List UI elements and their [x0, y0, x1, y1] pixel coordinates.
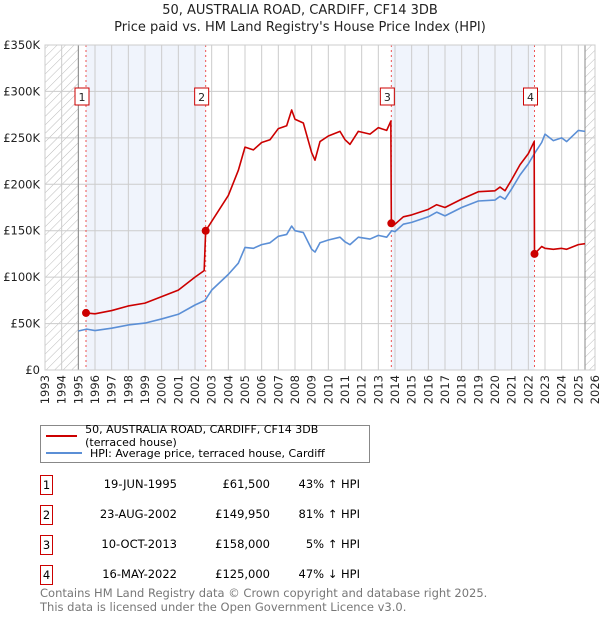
- sale-label-box: [379, 87, 395, 106]
- sale-label-box: [74, 87, 90, 106]
- y-tick-label: £200K: [3, 177, 40, 191]
- x-tick-label: 2021: [505, 375, 519, 404]
- transaction-number-badge: 2: [40, 505, 53, 525]
- x-tick-label: 2024: [555, 375, 569, 404]
- x-tick-label: 2000: [155, 375, 169, 404]
- y-tick-label: £50K: [11, 317, 41, 331]
- transaction-price: £149,950: [215, 507, 270, 521]
- x-tick-label: 2004: [221, 375, 235, 404]
- x-tick-label: 2017: [438, 375, 452, 404]
- x-tick-label: 2010: [321, 375, 335, 404]
- sale-label: 4: [527, 91, 534, 104]
- x-tick-label: 2001: [171, 375, 185, 404]
- transaction-hpi-diff: 47% ↓ HPI: [298, 567, 360, 581]
- x-tick-label: 2014: [388, 375, 402, 404]
- hpi-line: [78, 129, 586, 332]
- legend-swatch-hpi: [46, 452, 82, 454]
- x-tick-label: 1999: [138, 375, 152, 404]
- transaction-date: 23-AUG-2002: [99, 507, 177, 521]
- transaction-date: 10-OCT-2013: [101, 537, 177, 551]
- transaction-number-badge: 4: [40, 565, 53, 585]
- sale-label: 2: [198, 91, 205, 104]
- transaction-row: 4 16-MAY-2022 £125,000 47% ↓ HPI: [40, 565, 440, 585]
- footer-line-1: Contains HM Land Registry data © Crown c…: [40, 586, 488, 600]
- x-tick-label: 1996: [88, 375, 102, 404]
- y-tick-label: £150K: [3, 224, 40, 238]
- y-tick-label: £300K: [3, 84, 40, 98]
- x-tick-label: 2019: [471, 375, 485, 404]
- plot-frame: [44, 44, 596, 371]
- legend-item-hpi: HPI: Average price, terraced house, Card…: [46, 446, 325, 460]
- legend: 50, AUSTRALIA ROAD, CARDIFF, CF14 3DB (t…: [40, 423, 370, 463]
- x-tick-label: 2013: [371, 375, 385, 404]
- x-tick-label: 2011: [338, 375, 352, 404]
- legend-label-property: 50, AUSTRALIA ROAD, CARDIFF, CF14 3DB (t…: [85, 423, 319, 449]
- x-tick-label: 2018: [455, 375, 469, 404]
- x-tick-label: 2020: [488, 375, 502, 404]
- x-tick-label: 2009: [305, 375, 319, 404]
- transaction-hpi-diff: 43% ↑ HPI: [298, 477, 360, 491]
- sale-label: 3: [384, 91, 391, 104]
- chart-subtitle: Price paid vs. HM Land Registry's House …: [114, 20, 486, 35]
- x-tick-label: 2005: [238, 375, 252, 404]
- x-tick-label: 2025: [571, 375, 585, 404]
- y-tick-label: £0: [25, 363, 40, 377]
- legend-item-property: 50, AUSTRALIA ROAD, CARDIFF, CF14 3DB (t…: [46, 423, 369, 449]
- legend-swatch-property: [46, 435, 78, 437]
- x-tick-label: 2002: [188, 375, 202, 404]
- price-chart: 1993 1994 1995 1996 1997 1998 1999 2000 2001 2002…: [3, 38, 600, 404]
- transaction-price: £158,000: [215, 537, 270, 551]
- sale-point: [530, 249, 539, 258]
- x-tick-label: 2008: [288, 375, 302, 404]
- x-tick-label: 2015: [405, 375, 419, 404]
- transaction-number-badge: 1: [40, 475, 53, 495]
- sale-label-box: [523, 87, 538, 106]
- x-tick-label: 2026: [588, 375, 600, 404]
- x-tick-label: 2022: [521, 375, 535, 404]
- x-tick-label: 1995: [71, 375, 85, 404]
- transaction-row: 1 19-JUN-1995 £61,500 43% ↑ HPI: [40, 475, 440, 495]
- x-tick-label: 2006: [255, 375, 269, 404]
- legend-label-hpi: HPI: Average price, terraced house, Card…: [90, 446, 325, 460]
- y-tick-label: £250K: [3, 131, 40, 145]
- hatched-no-data-region: [585, 45, 595, 370]
- x-tick-label: 1998: [121, 375, 135, 404]
- x-tick-label: 1994: [55, 375, 69, 404]
- transaction-price: £61,500: [222, 477, 270, 491]
- x-tick-label: 2012: [355, 375, 369, 404]
- y-tick-label: £350K: [3, 38, 40, 52]
- sale-label-box: [194, 87, 210, 106]
- transaction-number-badge: 3: [40, 535, 53, 555]
- x-tick-label: 2007: [271, 375, 285, 404]
- x-tick-label: 2016: [421, 375, 435, 404]
- transaction-row: 2 23-AUG-2002 £149,950 81% ↑ HPI: [40, 505, 440, 525]
- transaction-row: 3 10-OCT-2013 £158,000 5% ↑ HPI: [40, 535, 440, 555]
- transaction-price: £125,000: [215, 567, 270, 581]
- footer-line-2: This data is licensed under the Open Gov…: [40, 600, 407, 614]
- transaction-date: 16-MAY-2022: [102, 567, 177, 581]
- x-tick-label: 1997: [105, 375, 119, 404]
- transaction-hpi-diff: 5% ↑ HPI: [305, 537, 360, 551]
- property-price-line: [85, 109, 586, 315]
- transaction-hpi-diff: 81% ↑ HPI: [298, 507, 360, 521]
- x-tick-label: 2003: [205, 375, 219, 404]
- y-tick-label: £100K: [3, 270, 40, 284]
- sale-point: [201, 226, 210, 235]
- shaded-ownership-band: [86, 45, 206, 370]
- x-tick-label: 1993: [38, 375, 52, 404]
- transaction-date: 19-JUN-1995: [103, 477, 177, 491]
- x-tick-label: 2023: [538, 375, 552, 404]
- chart-title: 50, AUSTRALIA ROAD, CARDIFF, CF14 3DB: [162, 3, 438, 18]
- sale-label: 1: [79, 91, 86, 104]
- sale-point: [387, 219, 396, 228]
- sale-point: [82, 308, 90, 317]
